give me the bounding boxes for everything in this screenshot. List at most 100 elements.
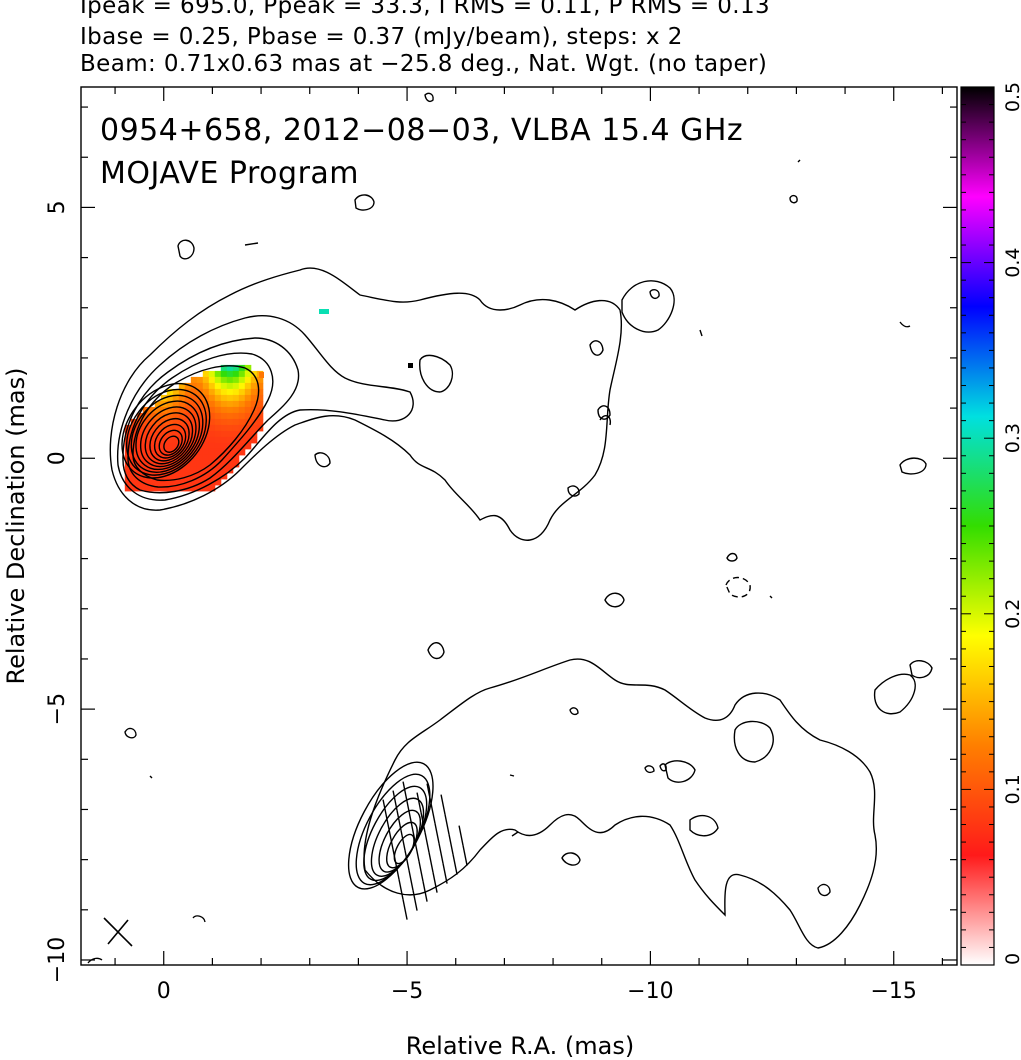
island-contour: [124, 727, 137, 739]
polarization-pixel: [214, 424, 222, 432]
polarization-pixel: [166, 430, 174, 438]
polarization-pixel: [226, 424, 234, 432]
polarization-pixel: [214, 472, 222, 480]
southern-contour-level: [393, 833, 415, 865]
core-contour-level: [135, 400, 201, 471]
polarization-vector: [418, 861, 424, 882]
polarization-pixel: [142, 460, 150, 468]
polarization-pixel: [256, 388, 264, 396]
x-tick-label: −15: [871, 979, 917, 1004]
colorbar-tick-label: 0.2: [1002, 599, 1021, 629]
polarization-pixel: [178, 454, 186, 462]
polarization-pixel: [142, 442, 150, 450]
polarization-pixel: [208, 406, 216, 414]
polarization-pixel: [172, 424, 180, 432]
polarization-pixel: [148, 442, 156, 450]
polarization-pixel: [214, 412, 222, 420]
polarization-pixel: [220, 370, 228, 378]
polarization-pixel: [124, 478, 132, 486]
polarization-pixel: [244, 424, 252, 432]
polarization-vector: [434, 823, 440, 844]
polarization-pixel: [226, 454, 234, 462]
polarization-pixel: [148, 454, 156, 462]
polarization-pixel: [244, 388, 252, 396]
polarization-pixel: [190, 376, 198, 384]
colorbar-ticks: [961, 86, 994, 966]
island-contour: [726, 552, 738, 562]
polarization-pixel: [238, 382, 246, 390]
polarization-pixel: [196, 478, 204, 486]
polarization-pixel: [178, 412, 186, 420]
core-contours: [121, 382, 211, 479]
polarization-pixel: [172, 454, 180, 462]
polarization-pixel: [250, 382, 258, 390]
polarization-pixel: [154, 400, 162, 408]
polarization-pixel: [172, 418, 180, 426]
polarization-pixel: [220, 400, 228, 408]
polarization-pixel: [196, 484, 204, 492]
polarization-pixel: [196, 454, 204, 462]
polarization-pixel: [154, 436, 162, 444]
island-contour: [597, 405, 611, 420]
polarization-pixel: [190, 418, 198, 426]
polarization-pixel: [136, 430, 144, 438]
polarization-pixel: [256, 418, 264, 426]
polarization-pixel: [214, 376, 222, 384]
polarization-pixel: [130, 418, 138, 426]
island-contour: [769, 595, 773, 599]
colorbar-tick-label: 0.5: [1002, 82, 1021, 112]
polarization-pixel: [148, 406, 156, 414]
polarization-pixel: [256, 412, 264, 420]
polarization-pixel: [190, 484, 198, 492]
polarization-pixel: [202, 370, 210, 378]
polarization-pixel: [154, 448, 162, 456]
polarization-pixel: [148, 466, 156, 474]
polarization-pixel: [232, 454, 240, 462]
polarization-pixel: [196, 460, 204, 468]
polarization-pixel: [226, 436, 234, 444]
polarization-pixel: [172, 442, 180, 450]
polarization-pixel: [244, 382, 252, 390]
southern-contour-level: [355, 773, 431, 886]
polarization-vector: [408, 870, 414, 891]
polarization-pixel: [190, 412, 198, 420]
polarization-pixel: [208, 436, 216, 444]
polarization-vector: [452, 854, 458, 875]
y-tick-labels: 5 0 −5 −10: [45, 200, 70, 983]
island-contour: [644, 765, 655, 774]
polarization-pixel: [202, 388, 210, 396]
polarization-pixel: [184, 454, 192, 462]
y-tick-label: −10: [45, 937, 70, 983]
polarization-pixel: [244, 370, 252, 378]
polarization-vector: [442, 863, 448, 884]
polarization-pixel: [190, 400, 198, 408]
polarization-pixel: [250, 376, 258, 384]
polarization-pixel: [190, 388, 198, 396]
polarization-pixel: [196, 394, 204, 402]
polarization-pixel: [148, 424, 156, 432]
polarization-pixel: [208, 382, 216, 390]
polarization-pixel: [208, 412, 216, 420]
polarization-pixel: [178, 394, 186, 402]
island-contour: [599, 415, 612, 426]
polarization-pixel: [259, 372, 264, 378]
polarization-pixel: [202, 376, 210, 384]
polarization-pixel: [172, 484, 180, 492]
polarization-pixel: [226, 412, 234, 420]
polarization-pixel: [214, 406, 222, 414]
polarization-pixel: [124, 424, 132, 432]
polarization-pixel: [232, 436, 240, 444]
polarization-pixel: [196, 382, 204, 390]
polarization-pixel: [244, 364, 252, 372]
intensity-contours: [87, 92, 933, 964]
island-contour: [817, 883, 831, 897]
polarization-pixel: [202, 400, 210, 408]
island-contour: [649, 288, 660, 300]
island-contour: [354, 194, 375, 211]
island-contour: [244, 242, 259, 246]
polarization-pixel: [172, 472, 180, 480]
polarization-pixel: [142, 412, 150, 420]
polarization-pixel: [160, 448, 168, 456]
polarization-pixel: [226, 400, 234, 408]
polarization-pixel: [232, 382, 240, 390]
